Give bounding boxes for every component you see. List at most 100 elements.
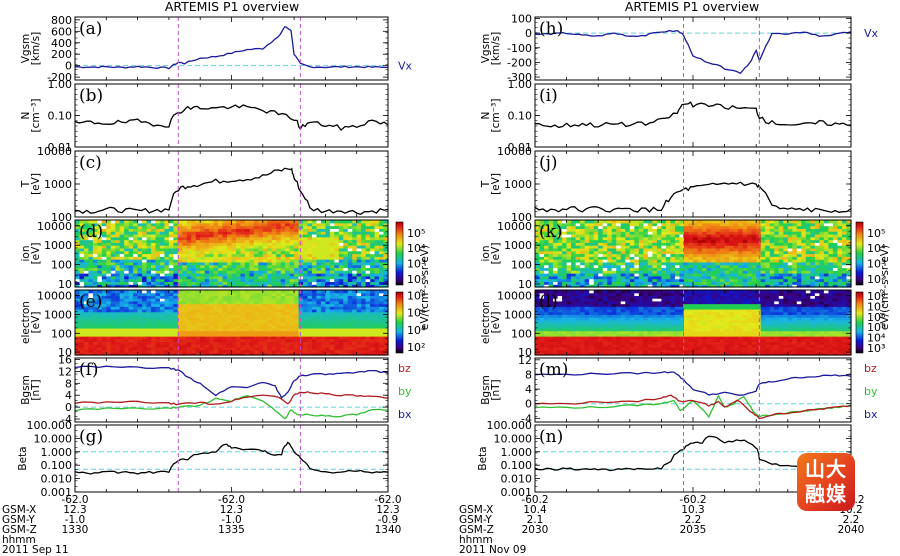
heatmap-cell [289,325,295,329]
heatmap-cell [182,322,188,326]
heatmap-cell [303,352,309,356]
heatmap-cell [191,256,197,260]
heatmap-cell [137,308,143,313]
heatmap-cell [97,278,103,283]
heatmap-cell [177,330,183,334]
heatmap-cell [325,327,331,332]
heatmap-cell [249,341,255,345]
heatmap-cell [548,275,554,280]
heatmap-cell [670,261,676,266]
heatmap-cell [231,278,237,283]
heatmap-cell [338,284,344,288]
heatmap-cell [298,231,304,235]
heatmap-cell [88,330,94,334]
heatmap-cell [124,330,130,334]
heatmap-cell [128,319,134,324]
colorbar-tick-label: 10³ [407,257,425,270]
heatmap-cell [616,256,622,260]
heatmap-cell [347,233,353,238]
heatmap-cell [347,338,353,343]
heatmap-cell [173,259,179,263]
heatmap-cell [128,333,134,337]
heatmap-cell [607,281,613,285]
heatmap-cell [200,349,206,353]
heatmap-cell [186,306,192,310]
heatmap-cell [571,236,577,241]
heatmap-cell [137,300,143,305]
heatmap-cell [115,228,121,232]
heatmap-cell [557,275,563,280]
heatmap-cell [334,330,340,334]
heatmap-cell [244,278,250,283]
heatmap-cell [607,236,613,241]
heatmap-cell [244,264,250,269]
heatmap-cell [688,256,694,260]
heatmap-cell [316,259,322,263]
heatmap-cell [303,231,309,235]
heatmap-cell [218,250,224,255]
heatmap-cell [88,352,94,356]
heatmap-cell [338,336,344,340]
heatmap-cell [656,220,662,224]
heatmap-cell [320,303,326,307]
heatmap-cell [271,338,277,343]
heatmap-cell [101,247,107,252]
heatmap-cell [240,253,246,257]
heatmap-cell [289,239,295,243]
heatmap-cell [674,245,681,249]
heatmap-cell [584,261,590,266]
heatmap-cell [334,261,340,266]
heatmap-cell [356,267,362,271]
heatmap-cell [580,242,586,246]
heatmap-cell [670,247,676,252]
heatmap-cell [311,311,318,315]
heatmap-cell [83,338,90,343]
heatmap-cell [262,330,268,334]
heatmap-cell [133,298,139,302]
heatmap-cell [638,220,644,224]
heatmap-cell [589,259,595,263]
heatmap-cell [124,250,130,255]
y-axis-label-line: [km/s] [30,32,42,66]
heatmap-cell [562,270,568,274]
heatmap-cell [285,267,291,271]
heatmap-cell [548,228,554,232]
heatmap-cell [697,236,703,241]
heatmap-cell [656,231,662,235]
heatmap-cell [115,292,121,297]
heatmap-cell [92,278,98,283]
heatmap-cell [674,259,681,263]
heatmap-cell [186,336,192,340]
heatmap-cell [231,250,237,255]
heatmap-cell [186,314,192,318]
heatmap-cell [557,256,563,260]
heatmap-cell [204,330,210,334]
heatmap-cell [159,261,166,266]
heatmap-cell [383,281,389,285]
heatmap-cell [379,239,385,243]
heatmap-cell [370,231,376,235]
heatmap-cell [142,303,148,307]
heatmap-cell [101,330,107,334]
heatmap-cell [347,267,353,271]
heatmap-cell [693,250,699,255]
heatmap-cell [343,247,349,252]
heatmap-cell [383,319,389,324]
heatmap-cell [119,270,125,274]
heatmap-cell [110,278,116,283]
heatmap-cell [106,259,112,263]
heatmap-cell [164,311,170,315]
heatmap-cell [83,284,90,288]
heatmap-cell [334,281,340,285]
heatmap-cell [303,303,309,307]
heatmap-cell [101,222,107,227]
heatmap-cell [173,349,179,353]
heatmap-cell [661,236,667,241]
heatmap-cell [652,242,658,246]
heatmap-cell [285,314,291,318]
heatmap-cell [347,330,353,334]
heatmap-cell [137,222,143,227]
heatmap-cell [200,256,206,260]
heatmap-cell [702,220,708,224]
heatmap-cell [253,336,259,340]
